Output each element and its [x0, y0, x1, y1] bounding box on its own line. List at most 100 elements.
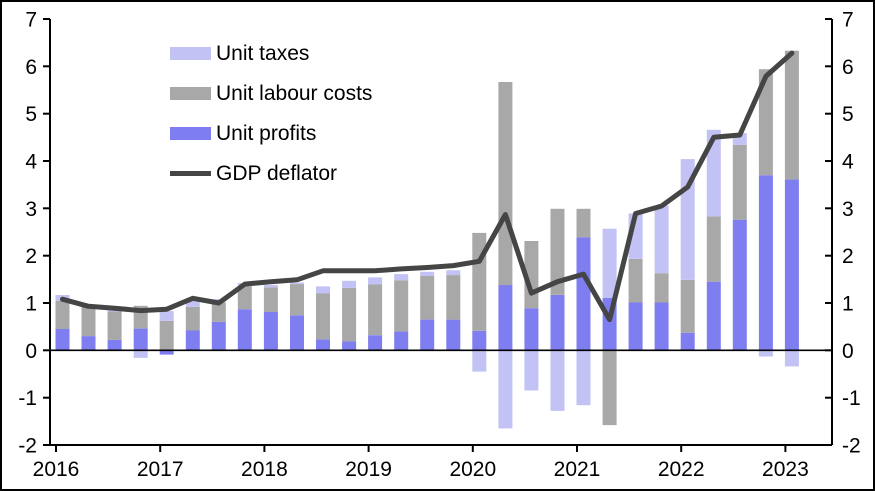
bar-segment-unit_profits-2019Q4 [446, 319, 461, 351]
bar-segment-unit_labour_costs-2018Q2 [290, 284, 304, 316]
bar-segment-unit_taxes-2016Q4 [133, 350, 148, 358]
bar-segment-unit_labour_costs-2017Q2 [185, 306, 200, 331]
y-axis-label-left: 2 [25, 245, 37, 268]
legend-item-unit-labour-costs: Unit labour costs [170, 82, 372, 105]
gdp-deflator-line-swatch-icon [170, 171, 211, 177]
y-axis-label-right: 5 [842, 103, 854, 126]
bar-segment-unit_taxes-2019Q4 [446, 270, 461, 275]
x-axis-label: 2019 [345, 458, 392, 481]
bar-segment-unit_profits-2021Q4 [654, 302, 669, 351]
y-axis-label-right: 7 [842, 9, 854, 32]
bar-segment-unit_profits-2016Q2 [81, 336, 96, 351]
bar-segment-unit_profits-2020Q4 [550, 295, 565, 351]
y-axis-label-right: 3 [842, 198, 854, 221]
y-axis-label-left: 0 [25, 340, 37, 363]
bar-segment-unit_profits-2018Q1 [263, 312, 278, 351]
x-axis-label: 2023 [762, 458, 809, 481]
bar-segment-unit_taxes-2020Q4 [550, 350, 565, 411]
bar-segment-unit_taxes-2018Q1 [263, 285, 278, 288]
bar-segment-unit_profits-2022Q4 [758, 175, 773, 351]
legend-item-unit-profits: Unit profits [170, 122, 372, 145]
bar-segment-unit_profits-2016Q4 [133, 328, 148, 351]
bar-segment-unit_taxes-2019Q2 [394, 274, 409, 281]
bar-segment-unit_profits-2018Q3 [316, 339, 330, 351]
y-axis-label-left: 5 [25, 103, 37, 126]
bar-segment-unit_profits-2022Q1 [680, 332, 695, 351]
legend-item-gdp-deflator: GDP deflator [170, 162, 372, 185]
x-axis-label: 2020 [449, 458, 496, 481]
bar-segment-unit_profits-2017Q1 [159, 350, 174, 355]
bar-segment-unit_profits-2020Q2 [498, 285, 513, 351]
bar-segment-unit_profits-2017Q3 [211, 321, 226, 351]
legend: Unit taxes Unit labour costs Unit profit… [170, 42, 372, 185]
bar-segment-unit_taxes-2017Q2 [185, 300, 200, 307]
bar-segment-unit_taxes-2022Q4 [758, 350, 773, 357]
x-axis-label: 2018 [241, 458, 288, 481]
y-axis-label-right: 2 [842, 245, 854, 268]
bar-segment-unit_labour_costs-2018Q3 [316, 293, 330, 340]
bar-segment-unit_profits-2019Q1 [368, 335, 383, 351]
bar-segment-unit_labour_costs-2020Q2 [498, 82, 513, 286]
bar-segment-unit_profits-2019Q3 [420, 319, 435, 351]
bar-segment-unit_taxes-2019Q1 [368, 277, 383, 285]
legend-label: GDP deflator [216, 162, 338, 186]
bar-segment-unit_labour_costs-2022Q2 [706, 216, 721, 282]
bar-segment-unit_profits-2017Q2 [185, 330, 200, 351]
bar-segment-unit_profits-2023Q1 [784, 179, 799, 351]
bar-segment-unit_profits-2016Q3 [107, 339, 122, 351]
bar-segment-unit_taxes-2021Q4 [654, 205, 669, 274]
gdp-deflator-line [60, 50, 795, 323]
bar-segment-unit_profits-2020Q3 [524, 308, 539, 351]
bar-segment-unit_profits-2020Q1 [472, 330, 487, 351]
bar-segment-unit_taxes-2018Q2 [290, 282, 304, 284]
bar-segment-unit_taxes-2021Q2 [602, 228, 617, 298]
bar-segment-unit_labour_costs-2021Q4 [654, 273, 669, 303]
legend-label: Unit taxes [216, 42, 310, 65]
bar-segment-unit_profits-2018Q2 [290, 315, 304, 351]
x-axis-label: 2016 [33, 458, 80, 481]
bar-segment-unit_profits-2019Q2 [394, 331, 409, 351]
bar-segment-unit_taxes-2018Q3 [316, 286, 330, 294]
bar-segment-unit_labour_costs-2020Q4 [550, 208, 565, 295]
bar-segment-unit_labour_costs-2022Q1 [680, 279, 695, 333]
bar-segment-unit_profits-2022Q3 [732, 219, 747, 351]
y-axis-label-left: -1 [18, 387, 37, 410]
bar-segment-unit_labour_costs-2018Q1 [263, 287, 278, 312]
bar-segment-unit_labour_costs-2022Q4 [758, 69, 773, 176]
bar-segment-unit_profits-2021Q1 [576, 237, 591, 351]
bar-segment-unit_labour_costs-2019Q1 [368, 284, 383, 336]
unit-labour-costs-swatch-icon [170, 87, 211, 101]
x-axis-label: 2022 [658, 458, 705, 481]
y-axis-label-right: 6 [842, 56, 854, 79]
y-axis-label-left: 4 [25, 151, 37, 174]
bar-segment-unit_taxes-2020Q1 [472, 350, 487, 372]
bar-segment-unit_labour_costs-2018Q4 [342, 287, 357, 342]
bar-segment-unit_labour_costs-2019Q3 [420, 276, 435, 320]
bar-segment-unit_labour_costs-2017Q1 [159, 321, 174, 351]
bar-segment-unit_labour_costs-2019Q2 [394, 280, 409, 332]
bar-segment-unit_profits-2021Q3 [628, 302, 643, 351]
y-axis-label-left: 1 [25, 293, 37, 316]
x-axis-label: 2017 [137, 458, 184, 481]
bar-segment-unit_labour_costs-2016Q2 [81, 306, 96, 337]
unit-taxes-swatch-icon [170, 47, 211, 61]
bar-segment-unit_labour_costs-2021Q1 [576, 208, 591, 238]
bar-segment-unit_labour_costs-2021Q2 [602, 350, 617, 426]
y-axis-label-right: 1 [842, 293, 854, 316]
bar-segment-unit_taxes-2016Q3 [107, 310, 122, 312]
bar-segment-unit_taxes-2020Q3 [524, 350, 539, 391]
y-axis-label-right: -2 [842, 435, 861, 458]
bar-segment-unit_profits-2016Q1 [55, 329, 70, 351]
bar-segment-unit_taxes-2021Q1 [576, 350, 591, 406]
bar-segment-unit_taxes-2022Q2 [706, 129, 721, 217]
bar-segment-unit_taxes-2020Q2 [498, 350, 513, 429]
bar-segment-unit_profits-2017Q4 [237, 309, 252, 351]
legend-label: Unit labour costs [216, 82, 373, 106]
y-axis-label-right: 0 [842, 340, 854, 363]
bar-segment-unit_taxes-2019Q3 [420, 271, 435, 277]
bar-segment-unit_taxes-2017Q1 [159, 311, 174, 321]
bar-segment-unit_labour_costs-2017Q3 [211, 303, 226, 322]
bar-segment-unit_labour_costs-2022Q3 [732, 144, 747, 220]
y-axis-label-left: 6 [25, 56, 37, 79]
